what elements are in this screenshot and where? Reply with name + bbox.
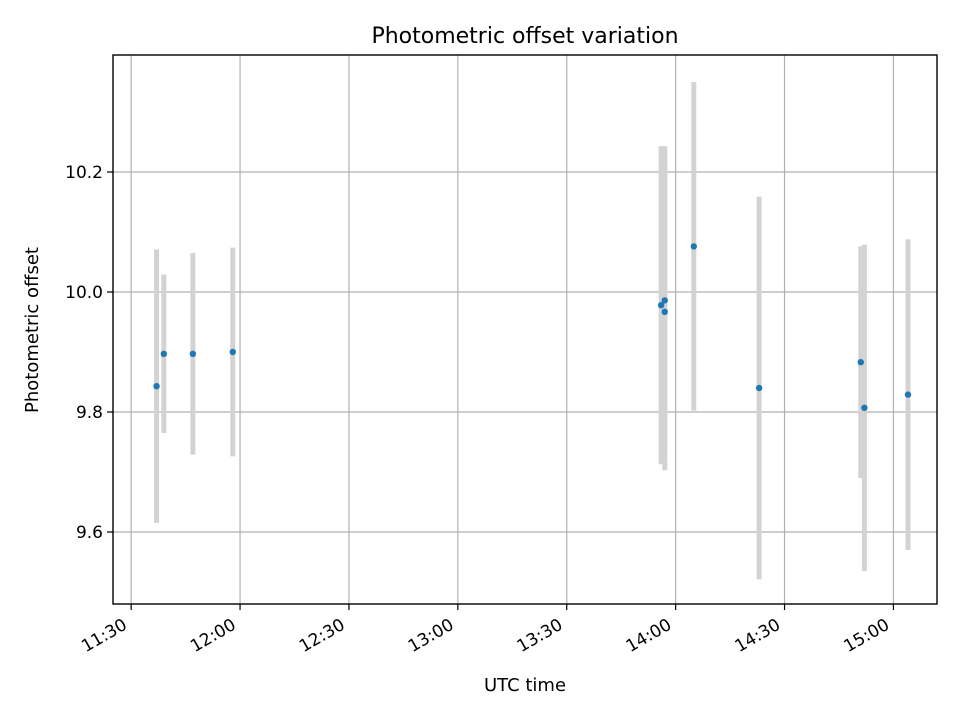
data-point bbox=[857, 359, 864, 366]
x-tick-label: 12:30 bbox=[296, 615, 348, 657]
data-point bbox=[904, 391, 912, 398]
point-layer bbox=[153, 243, 912, 411]
plot-frame bbox=[112, 54, 938, 605]
data-point bbox=[160, 350, 168, 357]
chart-title: Photometric offset variation bbox=[371, 24, 678, 49]
grid-layer bbox=[113, 55, 937, 604]
data-point bbox=[755, 384, 763, 392]
y-tick-label: 10.2 bbox=[65, 163, 103, 183]
x-tick-label: 14:00 bbox=[623, 615, 675, 657]
data-point bbox=[661, 308, 668, 315]
x-tick-label: 15:00 bbox=[841, 615, 893, 657]
data-point bbox=[657, 302, 665, 309]
data-point bbox=[189, 350, 197, 357]
y-tick-label: 9.8 bbox=[76, 403, 103, 423]
data-point bbox=[690, 243, 697, 250]
data-point bbox=[661, 297, 668, 304]
y-tick-label: 10.0 bbox=[65, 283, 103, 303]
tick-layer: 11:30 12:00 12:30 13:00 13:30 14:00 14:30 15:00… bbox=[65, 163, 895, 657]
x-tick-label: 13:30 bbox=[514, 615, 566, 657]
data-point bbox=[153, 383, 160, 390]
x-axis-label: UTC time bbox=[484, 675, 566, 696]
x-tick-label: 13:00 bbox=[405, 615, 457, 657]
error-bar-layer bbox=[154, 82, 911, 580]
y-tick-label: 9.6 bbox=[76, 523, 103, 543]
x-tick-label: 11:30 bbox=[78, 615, 130, 657]
x-tick-label: 14:30 bbox=[732, 615, 784, 657]
y-axis-label: Photometric offset bbox=[22, 247, 43, 413]
data-point bbox=[229, 348, 236, 356]
data-point bbox=[861, 404, 868, 411]
x-tick-label: 12:00 bbox=[187, 615, 239, 657]
